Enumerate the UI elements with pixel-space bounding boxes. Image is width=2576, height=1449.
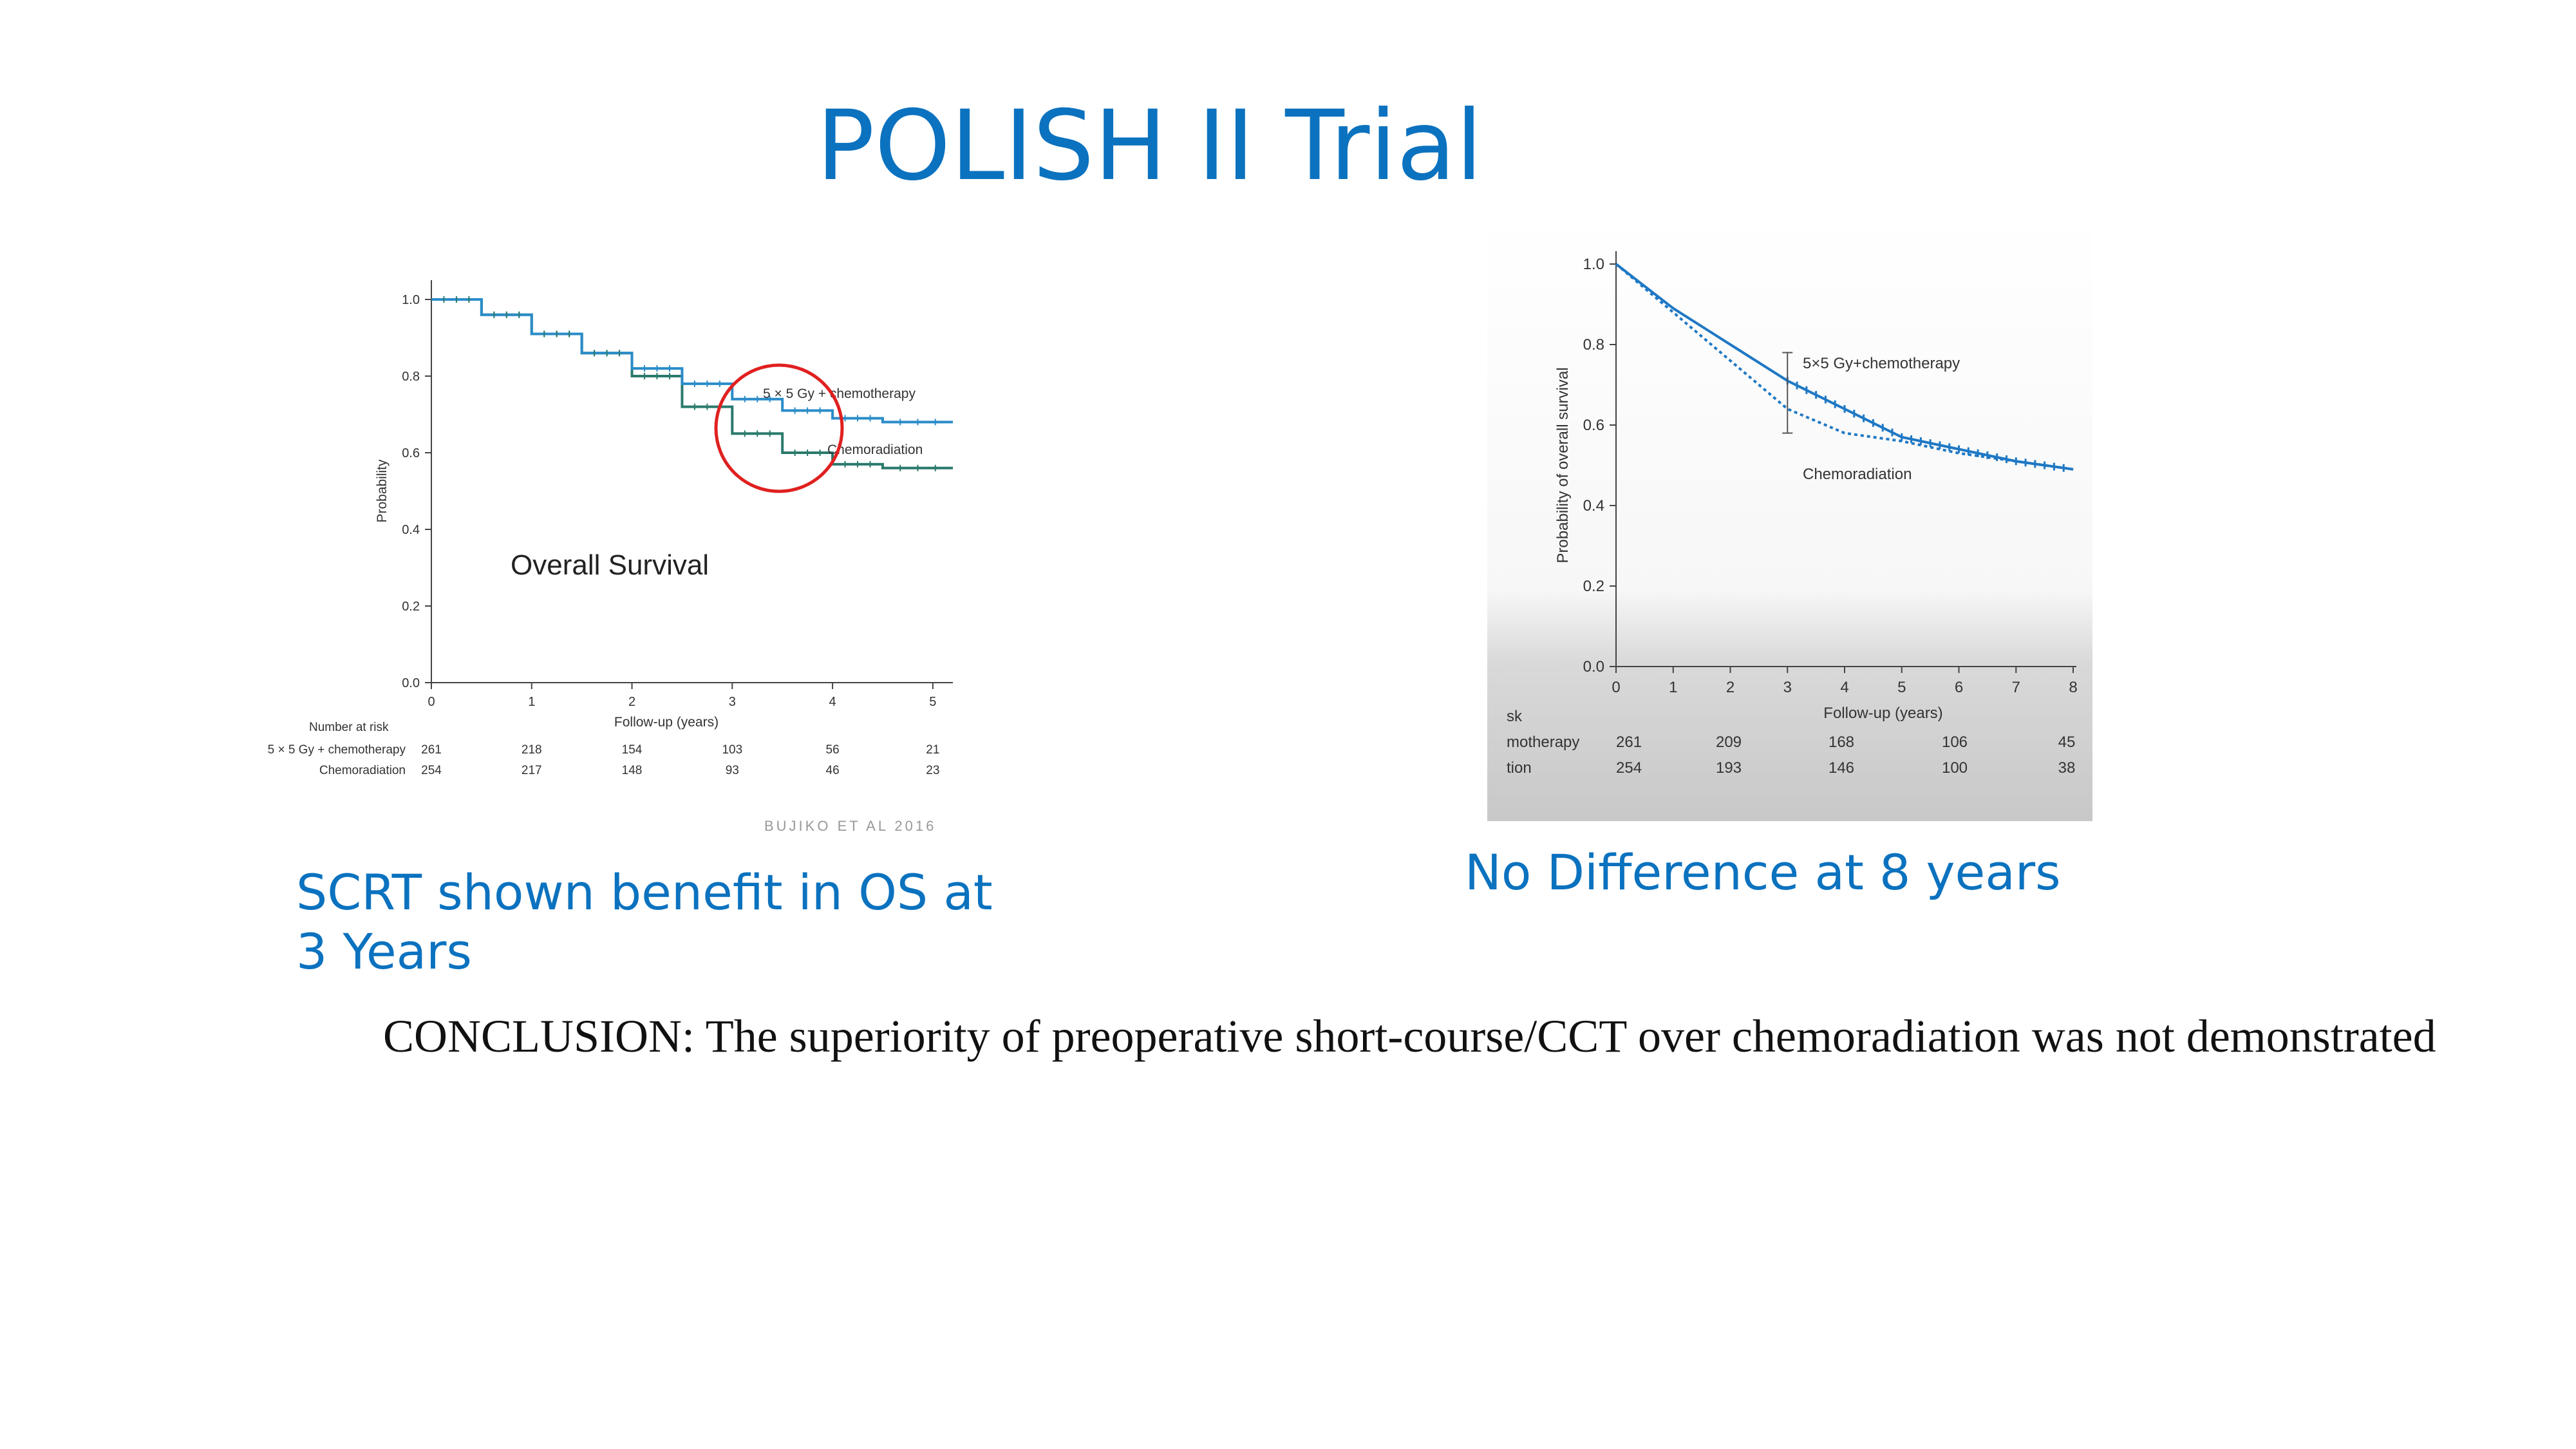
x-tick-label: 2: [628, 695, 635, 709]
slide-title: POLISH II Trial: [816, 90, 1483, 202]
x-tick-label: 1: [528, 695, 535, 709]
series-scrt-line: [431, 298, 953, 424]
risk-value: 168: [1829, 734, 1854, 751]
risk-value: 146: [1829, 759, 1854, 777]
risk-value: 106: [1942, 734, 1968, 751]
x-tick-label: 4: [829, 695, 836, 709]
risk-value: 193: [1716, 759, 1742, 777]
risk-value: 261: [1616, 734, 1642, 751]
km-chart-left: 0.0 0.2 0.4 0.6 0.8 1.0 0 1 2 3 4 5 Follow-up (years…: [245, 258, 982, 840]
caption-left: SCRT shown benefit in OS at 3 Years: [296, 864, 993, 980]
x-tick-label: 3: [1783, 679, 1792, 696]
risk-value: 38: [2058, 759, 2076, 777]
risk-row-label: tion: [1507, 759, 1532, 777]
series-label-scrt: 5×5 Gy+chemotherapy: [1803, 355, 1960, 372]
y-tick-label: 1.0: [1583, 256, 1604, 273]
risk-value: 100: [1942, 759, 1968, 777]
x-tick-label: 3: [729, 695, 736, 709]
y-tick-label: 0.6: [1583, 417, 1604, 434]
y-axis-label: Probability: [375, 459, 390, 523]
risk-table-header: sk: [1507, 708, 1523, 725]
series-label-scrt: 5 × 5 Gy + chemotherapy: [763, 386, 916, 401]
y-tick-label: 0.6: [402, 446, 420, 460]
risk-value: 261: [421, 743, 442, 757]
risk-value: 254: [421, 764, 442, 777]
risk-row-label: motherapy: [1507, 734, 1579, 751]
risk-row-label: Chemoradiation: [319, 764, 406, 777]
risk-table-header: Number at risk: [309, 721, 389, 734]
risk-value: 103: [722, 743, 742, 757]
x-tick-label: 5: [929, 695, 936, 709]
y-tick-label: 0.2: [1583, 578, 1604, 595]
x-tick-label: 4: [1840, 679, 1848, 696]
caption-right: No Difference at 8 years: [1465, 844, 2061, 901]
y-tick-label: 1.0: [402, 293, 420, 307]
annotation-overall-survival: Overall Survival: [511, 549, 709, 581]
series-label-chemoradiation: Chemoradiation: [827, 442, 923, 457]
risk-value: 45: [2058, 734, 2076, 751]
risk-value: 217: [522, 764, 542, 777]
x-tick-label: 0: [428, 695, 435, 709]
risk-value: 154: [622, 743, 643, 757]
x-tick-label: 5: [1897, 679, 1906, 696]
x-tick-label: 6: [1955, 679, 1963, 696]
risk-value: 209: [1716, 734, 1742, 751]
series-label-chemoradiation: Chemoradiation: [1803, 466, 1912, 483]
risk-value: 21: [926, 743, 939, 757]
y-tick-label: 0.8: [402, 370, 420, 384]
y-tick-label: 0.8: [1583, 336, 1604, 354]
y-tick-label: 0.2: [402, 600, 420, 614]
risk-value: 23: [926, 764, 939, 777]
risk-value: 218: [522, 743, 542, 757]
x-tick-label: 7: [2012, 679, 2020, 696]
watermark-citation: BUJIKO ET AL 2016: [764, 818, 936, 834]
risk-value: 56: [826, 743, 840, 757]
x-axis-label: Follow-up (years): [614, 715, 719, 730]
risk-value: 148: [622, 764, 643, 777]
x-tick-label: 1: [1669, 679, 1677, 696]
y-tick-label: 0.0: [402, 676, 420, 690]
risk-value: 46: [826, 764, 840, 777]
risk-value: 254: [1616, 759, 1642, 777]
x-axis-label: Follow-up (years): [1823, 705, 1942, 722]
x-tick-label: 8: [2069, 679, 2077, 696]
y-axis-label: Probability of overall survival: [1554, 367, 1572, 563]
y-tick-label: 0.4: [1583, 497, 1604, 515]
conclusion-text: CONCLUSION: The superiority of preoperat…: [383, 1010, 2436, 1062]
chart-background: [1487, 213, 2092, 821]
km-chart-right: 0.0 0.2 0.4 0.6 0.8 1.0 0 1 2 3 4 5 6 7 8 Follow-up (ye…: [1487, 213, 2092, 821]
risk-value: 93: [726, 764, 739, 777]
x-tick-label: 0: [1612, 679, 1620, 696]
x-tick-label: 2: [1726, 679, 1735, 696]
highlight-circle: [714, 363, 844, 493]
y-tick-label: 0.4: [402, 523, 420, 537]
series-chemoradiation-line: [1615, 263, 2074, 471]
y-tick-label: 0.0: [1583, 658, 1604, 676]
risk-row-label: 5 × 5 Gy + chemotherapy: [268, 743, 406, 757]
